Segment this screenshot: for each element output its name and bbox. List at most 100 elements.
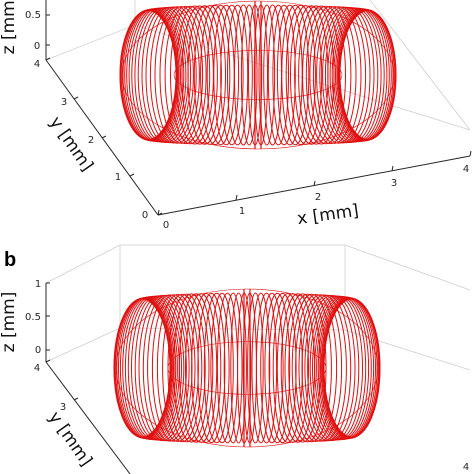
coil-winding (164, 5, 207, 145)
coil-outer-ring (115, 288, 379, 448)
panel-a-y-tick-labels: 0 1 2 3 4 (34, 59, 148, 221)
coil-winding (323, 298, 381, 438)
coil-winding (197, 292, 226, 444)
coil-winding (251, 292, 271, 444)
coil-winding (210, 292, 234, 444)
coil-winding (220, 4, 244, 146)
panel-b-z-tick: 1 (35, 279, 41, 290)
coil-winding (187, 5, 222, 145)
coil-winding (298, 294, 343, 442)
coil-winding (134, 295, 185, 441)
coil-winding (295, 294, 338, 442)
coil-winding (285, 4, 316, 146)
coil-winding (327, 7, 379, 143)
panel-b-x-tick-labels: 4 (463, 462, 469, 473)
coil-winding (230, 292, 247, 444)
panel-a-z-axis-label: z [mm] (0, 0, 19, 54)
panel-b-y-tick: 4 (34, 363, 40, 374)
panel-a-y-tick: 4 (34, 59, 40, 70)
coil-winding (227, 4, 249, 146)
panel-a-z-tick-labels: 0.5 0 (25, 10, 41, 52)
panel-a-x-tick: 2 (315, 192, 321, 203)
panel-a-z-tick: 0.5 (25, 10, 41, 21)
coil-winding (200, 4, 231, 146)
coil-inner-ring (173, 50, 343, 100)
panel-b-box-lines (45, 244, 471, 371)
coil-winding (291, 293, 332, 443)
coil-winding (170, 5, 211, 145)
coil-winding (213, 4, 240, 146)
coil-winding (316, 6, 362, 144)
coil-winding (234, 4, 253, 146)
coil-winding (309, 295, 360, 441)
coil-winding (178, 293, 214, 443)
panel-a-x-tick: 3 (391, 178, 397, 189)
panel-b-y-tick: 3 (60, 402, 66, 413)
coil-winding (240, 4, 258, 146)
panel-a-x-tick-labels: 0 1 2 3 4 (163, 164, 469, 231)
coil-winding (185, 293, 218, 443)
panel-b-z-axis-label: z [mm] (0, 292, 19, 353)
coil-winding (284, 293, 321, 443)
coil-winding (304, 294, 352, 442)
panel-a-y-tick: 0 (142, 210, 148, 221)
coil-winding (276, 293, 309, 443)
coil-winding (191, 293, 222, 443)
coil-winding (138, 294, 187, 442)
coil-winding (309, 5, 352, 145)
coil-winding (260, 292, 284, 444)
coil-winding (181, 5, 218, 145)
coil-winding (264, 292, 291, 444)
coil-winding (272, 4, 296, 146)
coil-winding (223, 292, 243, 444)
coil-winding (301, 294, 347, 442)
coil-winding (322, 6, 371, 144)
panel-b-z-tick-labels: 1 0.5 0 (25, 279, 41, 356)
coil-winding (173, 293, 210, 443)
coil-winding (154, 6, 200, 144)
panel-b-z-tick: 0.5 (25, 312, 41, 323)
coil-winding (203, 292, 230, 444)
panel-a-toroid-coil (119, 0, 397, 150)
coil-winding (307, 294, 356, 442)
panel-a-z-tick: 0 (34, 41, 40, 52)
coil-winding (316, 296, 370, 440)
panel-b-y-axis (45, 361, 131, 474)
coil-winding (151, 294, 196, 442)
panel-a-y-tick: 3 (61, 97, 67, 108)
coil-winding (324, 7, 375, 143)
coil-winding (312, 6, 357, 144)
panel-a-tick-marks (45, 14, 472, 216)
coil-winding (319, 6, 367, 144)
panel-b: b 1 0.5 0 z [mm] (0, 244, 471, 474)
panel-a: 0.5 0 z [mm] 0 1 2 3 4 y [mm] 0 1 2 3 4 … (0, 0, 472, 231)
panel-a-x-tick: 4 (463, 164, 469, 175)
coil-winding (159, 6, 204, 144)
panel-a-y-tick: 1 (115, 172, 121, 183)
panel-b-x-tick: 4 (463, 462, 469, 473)
panel-a-box-lines (45, 0, 471, 131)
coil-winding (281, 4, 310, 146)
panel-b-y-tick-labels: 4 3 (34, 363, 66, 413)
panel-b-toroid-coil (113, 288, 381, 448)
coil-winding (267, 4, 289, 146)
coil-winding (247, 292, 264, 444)
coil-winding (255, 292, 278, 444)
coil-winding (162, 293, 203, 443)
coil-winding (258, 4, 276, 146)
panel-b-z-tick: 0 (35, 345, 41, 356)
panel-a-axes (45, 0, 471, 216)
coil-winding (142, 294, 190, 442)
coil-winding (149, 6, 197, 144)
panel-a-x-axis-label: x [mm] (296, 201, 360, 229)
coil-winding (339, 10, 397, 140)
panel-a-x-tick: 1 (239, 206, 245, 217)
coil-winding (329, 7, 382, 143)
panel-b-y-axis-label: y [mm] (44, 408, 96, 470)
coil-winding (312, 295, 363, 441)
coil-winding (314, 295, 367, 441)
panel-b-tick-marks (45, 282, 79, 401)
panel-b-label: b (4, 249, 16, 271)
panel-a-y-tick: 2 (88, 135, 94, 146)
